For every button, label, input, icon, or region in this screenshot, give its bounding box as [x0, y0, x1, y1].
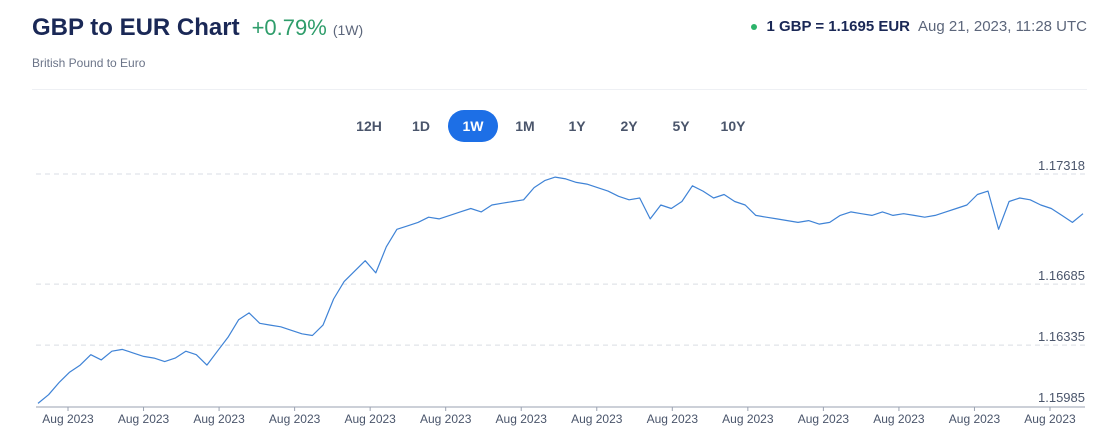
rate-timestamp: Aug 21, 2023, 11:28 UTC [918, 18, 1087, 35]
tab-10y[interactable]: 10Y [720, 118, 746, 134]
series-line [37, 176, 1084, 404]
y-tick-label: 1.16335 [1038, 329, 1085, 344]
page-title: GBP to EUR Chart [32, 14, 240, 41]
x-tick-label: Aug 2023 [118, 412, 170, 426]
period-tabs: 12H 1D 1W 1M 1Y 2Y 5Y 10Y [344, 110, 760, 142]
x-tick-label: Aug 2023 [949, 412, 1001, 426]
tab-2y[interactable]: 2Y [620, 118, 638, 134]
rate-value: 1 GBP = 1.1695 EUR [766, 18, 910, 35]
x-tick-label: Aug 2023 [420, 412, 472, 426]
title-row: GBP to EUR Chart +0.79% (1W) [32, 14, 363, 42]
tab-1d[interactable]: 1D [412, 118, 430, 134]
x-tick-label: Aug 2023 [344, 412, 396, 426]
x-tick-label: Aug 2023 [269, 412, 321, 426]
x-tick-label: Aug 2023 [647, 412, 699, 426]
x-tick-label: Aug 2023 [42, 412, 94, 426]
live-rate: 1 GBP = 1.1695 EUR Aug 21, 2023, 11:28 U… [751, 18, 1087, 35]
x-tick-label: Aug 2023 [571, 412, 623, 426]
chart-header: GBP to EUR Chart +0.79% (1W) British Pou… [0, 0, 1105, 90]
change-percent: +0.79% [251, 15, 327, 40]
y-tick-label: 1.15985 [1038, 390, 1085, 405]
change-period: (1W) [332, 22, 364, 38]
x-tick-label: Aug 2023 [1024, 412, 1076, 426]
tab-1w[interactable]: 1W [448, 110, 498, 142]
x-tick-label: Aug 2023 [798, 412, 850, 426]
header-divider [32, 89, 1087, 90]
x-tick-label: Aug 2023 [873, 412, 925, 426]
y-tick-label: 1.17318 [1038, 160, 1085, 173]
x-tick-label: Aug 2023 [722, 412, 774, 426]
live-status-icon [751, 23, 758, 30]
tab-1m[interactable]: 1M [515, 118, 535, 134]
pair-subtitle: British Pound to Euro [32, 56, 146, 70]
y-tick-label: 1.16685 [1038, 268, 1085, 283]
tab-12h[interactable]: 12H [356, 118, 382, 134]
x-tick-label: Aug 2023 [193, 412, 245, 426]
tab-5y[interactable]: 5Y [672, 118, 690, 134]
tab-1y[interactable]: 1Y [568, 118, 586, 134]
rate-chart[interactable]: 1.17318 1.16685 1.16335 1.15985 Aug 2023 Aug … [0, 160, 1105, 445]
x-tick-label: Aug 2023 [496, 412, 548, 426]
